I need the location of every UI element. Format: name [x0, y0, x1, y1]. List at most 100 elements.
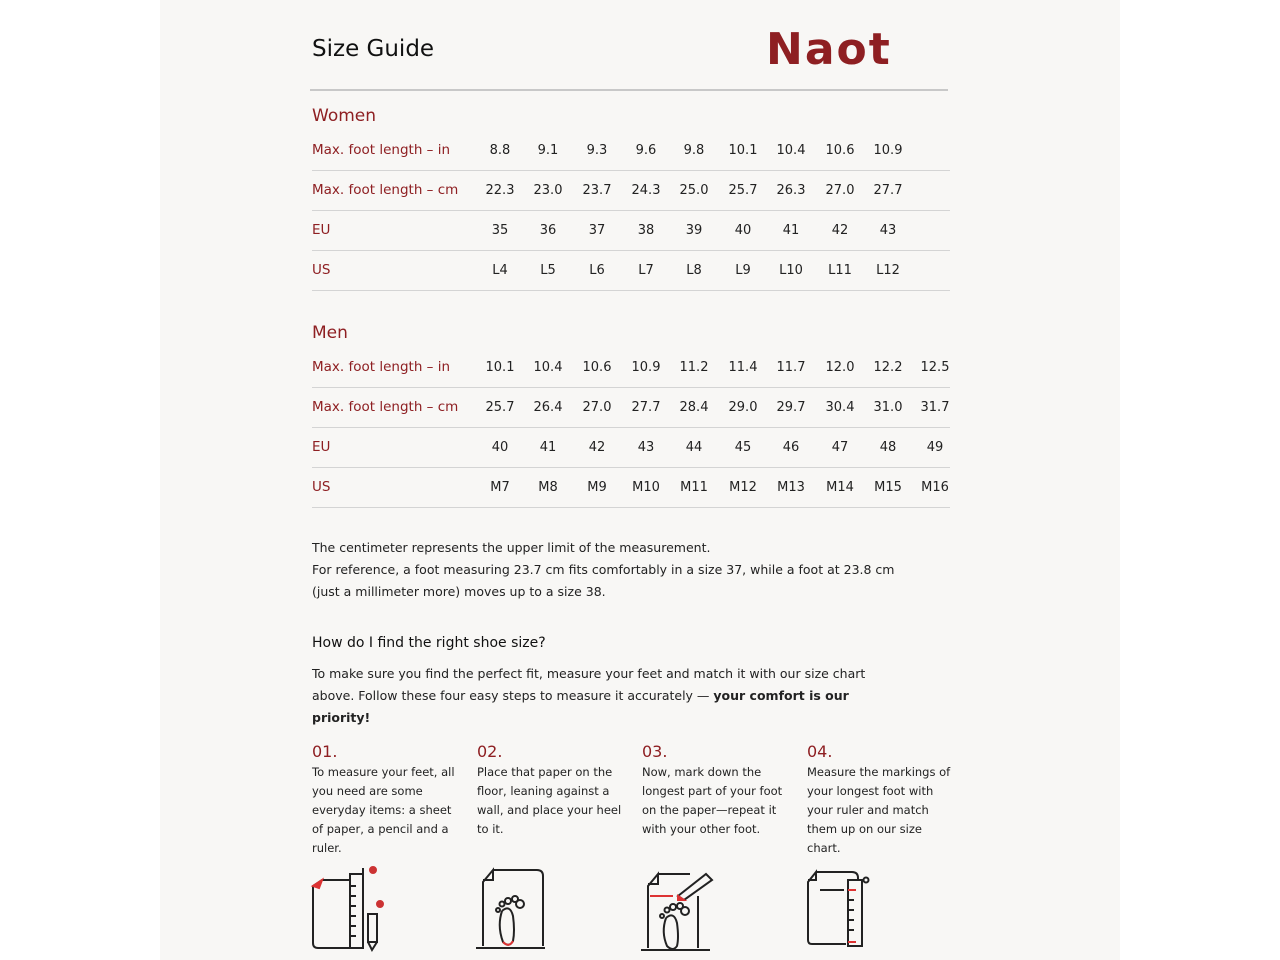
paper-ruler-pencil-icon — [310, 866, 384, 953]
row-label: Max. foot length – cm — [312, 182, 459, 198]
size-cell: 10.4 — [776, 143, 806, 158]
size-cell: L11 — [828, 263, 852, 278]
size-cell: 10.4 — [533, 360, 563, 375]
note-line: For reference, a foot measuring 23.7 cm … — [312, 562, 895, 577]
row-label: US — [312, 479, 331, 495]
size-cell: 27.7 — [873, 183, 903, 198]
size-cell: 31.7 — [920, 400, 950, 415]
size-cell: M12 — [729, 480, 757, 495]
women-heading: Women — [312, 106, 377, 126]
measurement-note: The centimeter represents the upper limi… — [312, 537, 894, 603]
size-cell: 12.0 — [825, 360, 855, 375]
size-cell: 26.3 — [776, 183, 806, 198]
row-label: EU — [312, 439, 331, 455]
size-cell: 10.6 — [825, 143, 855, 158]
step-3: 03. Now, mark down the longest part of yo… — [642, 742, 792, 839]
step-number: 02. — [477, 742, 503, 761]
size-cell: M14 — [826, 480, 854, 495]
size-cell: 10.1 — [728, 143, 758, 158]
howto-body: To make sure you find the perfect fit, m… — [312, 666, 866, 703]
row-label: Max. foot length – in — [312, 359, 451, 375]
size-cell: L12 — [876, 263, 900, 278]
size-cell: 8.8 — [489, 143, 511, 158]
size-cell: M10 — [632, 480, 660, 495]
step-1: 01. To measure your feet, all you need ar… — [312, 742, 462, 858]
measure-ruler-icon — [807, 869, 870, 947]
size-cell: L10 — [779, 263, 803, 278]
table-row: Max. foot length – cm 22.3 23.0 23.7 24.3 25.… — [312, 170, 950, 211]
size-cell: 42 — [831, 223, 849, 238]
size-cell: 35 — [491, 223, 509, 238]
row-label: Max. foot length – cm — [312, 399, 459, 415]
size-cell: 40 — [491, 440, 509, 455]
size-cell: 26.4 — [533, 400, 563, 415]
size-cell: 9.6 — [635, 143, 657, 158]
size-cell: 29.7 — [776, 400, 806, 415]
size-cell: 27.7 — [631, 400, 661, 415]
size-cell: 10.1 — [485, 360, 515, 375]
row-label: EU — [312, 222, 331, 238]
size-cell: M9 — [587, 480, 607, 495]
size-cell: 11.4 — [728, 360, 758, 375]
size-cell: 36 — [539, 223, 557, 238]
size-cell: 25.7 — [485, 400, 515, 415]
foot-on-paper-icon — [476, 867, 545, 949]
size-cell: 9.3 — [586, 143, 608, 158]
size-cell: 31.0 — [873, 400, 903, 415]
size-cell: 49 — [926, 440, 944, 455]
size-cell: 10.9 — [631, 360, 661, 375]
size-cell: 41 — [782, 223, 800, 238]
table-row: US L4 L5 L6 L7 L8 L9 L10 L11 L12 — [312, 250, 950, 291]
step-4: 04. Measure the markings of your longest … — [807, 742, 957, 858]
row-label: Max. foot length – in — [312, 142, 451, 158]
size-cell: 22.3 — [485, 183, 515, 198]
step-2: 02. Place that paper on the floor, leanin… — [477, 742, 627, 839]
size-cell: 38 — [637, 223, 655, 238]
table-row: Max. foot length – in 8.8 9.1 9.3 9.6 9.8 10.1… — [312, 130, 950, 171]
size-cell: 9.1 — [537, 143, 559, 158]
size-cell: 43 — [879, 223, 897, 238]
row-label: US — [312, 262, 331, 278]
size-cell: 43 — [637, 440, 655, 455]
size-cell: 10.9 — [873, 143, 903, 158]
note-line: The centimeter represents the upper limi… — [312, 540, 711, 555]
step-text: Measure the markings of your longest foo… — [807, 765, 951, 855]
step-text: Now, mark down the longest part of your … — [642, 765, 783, 836]
size-cell: 11.7 — [776, 360, 806, 375]
size-cell: 10.6 — [582, 360, 612, 375]
step-number: 04. — [807, 742, 833, 761]
size-cell: 46 — [782, 440, 800, 455]
step-number: 03. — [642, 742, 668, 761]
men-heading: Men — [312, 323, 348, 343]
divider — [310, 89, 948, 91]
table-row: EU 40 41 42 43 44 45 46 47 48 49 — [312, 427, 950, 468]
size-cell: M11 — [680, 480, 708, 495]
mark-foot-icon — [641, 871, 714, 951]
size-cell: 41 — [539, 440, 557, 455]
howto-emphasis: your comfort is our priority! — [312, 688, 849, 725]
size-cell: 48 — [879, 440, 897, 455]
size-cell: M8 — [538, 480, 558, 495]
size-cell: 44 — [685, 440, 703, 455]
size-cell: 47 — [831, 440, 849, 455]
size-cell: 42 — [588, 440, 606, 455]
size-cell: L5 — [540, 263, 556, 278]
note-line: (just a millimeter more) moves up to a s… — [312, 584, 606, 599]
table-row: Max. foot length – in 10.1 10.4 10.6 10.9 11.… — [312, 347, 950, 388]
size-cell: M15 — [874, 480, 902, 495]
size-cell: 30.4 — [825, 400, 855, 415]
size-cell: 23.7 — [582, 183, 612, 198]
step-text: To measure your feet, all you need are s… — [312, 765, 455, 855]
size-cell: L6 — [589, 263, 605, 278]
size-cell: L7 — [638, 263, 654, 278]
size-cell: 24.3 — [631, 183, 661, 198]
table-row: Max. foot length – cm 25.7 26.4 27.0 27.7 28.… — [312, 387, 950, 428]
page-title: Size Guide — [312, 36, 435, 62]
size-cell: 39 — [685, 223, 703, 238]
size-cell: 12.2 — [873, 360, 903, 375]
size-cell: M13 — [777, 480, 805, 495]
size-cell: 11.2 — [679, 360, 709, 375]
size-cell: 40 — [734, 223, 752, 238]
step-text: Place that paper on the floor, leaning a… — [477, 765, 622, 836]
size-cell: 9.8 — [683, 143, 705, 158]
